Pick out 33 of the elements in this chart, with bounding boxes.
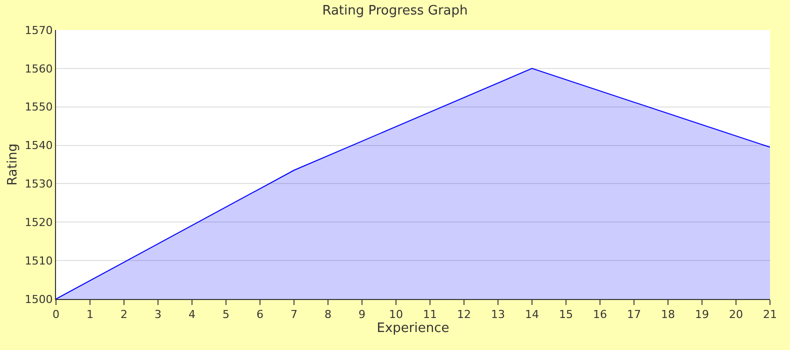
x-tick-label: 11 — [423, 308, 437, 322]
x-tick-label: 4 — [188, 308, 196, 322]
y-tick-label: 1520 — [24, 216, 53, 229]
x-tick-label: 6 — [256, 308, 264, 322]
x-tick-label: 21 — [763, 308, 777, 322]
y-axis-title: Rating — [6, 144, 21, 186]
x-tick-label: 2 — [120, 308, 128, 322]
x-tick-label: 3 — [154, 308, 162, 322]
y-tick-label: 1550 — [24, 100, 53, 114]
x-tick-label: 1 — [86, 308, 94, 322]
x-tick-label: 5 — [222, 308, 230, 322]
y-tick-label: 1560 — [24, 62, 53, 76]
x-tick-label: 16 — [593, 308, 607, 322]
x-tick-label: 13 — [491, 308, 505, 322]
x-tick-label: 20 — [729, 308, 743, 322]
x-tick-label: 9 — [358, 308, 366, 322]
x-axis-title: Experience — [376, 321, 450, 336]
x-tick-label: 0 — [52, 308, 60, 322]
y-tick-label: 1510 — [24, 254, 53, 268]
x-tick-label: 12 — [457, 308, 471, 322]
y-tick-label: 1540 — [24, 139, 53, 152]
x-tick-label: 7 — [290, 308, 298, 322]
y-tick-label: 1530 — [24, 178, 53, 191]
y-tick-label: 1500 — [24, 292, 53, 306]
x-tick-label: 19 — [695, 308, 709, 322]
chart-title: Rating Progress Graph — [322, 3, 468, 18]
x-tick-label: 18 — [661, 308, 675, 322]
x-tick-label: 8 — [324, 308, 332, 322]
x-tick-label: 17 — [627, 308, 641, 322]
y-tick-label: 1570 — [24, 24, 53, 37]
x-tick-label: 10 — [389, 308, 403, 322]
x-tick-label: 15 — [559, 308, 573, 322]
x-tick-label: 14 — [525, 308, 539, 322]
